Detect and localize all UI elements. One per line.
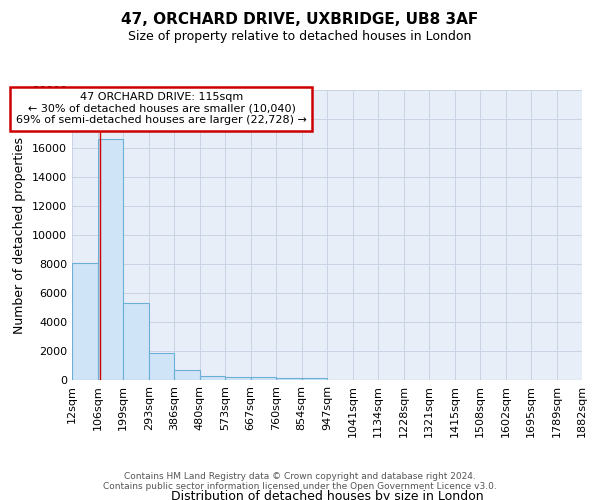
Bar	[276, 378, 302, 380]
Text: 47, ORCHARD DRIVE, UXBRIDGE, UB8 3AF: 47, ORCHARD DRIVE, UXBRIDGE, UB8 3AF	[121, 12, 479, 28]
Bar	[98, 140, 123, 380]
Bar	[200, 376, 225, 380]
Bar	[72, 262, 98, 380]
Y-axis label: Number of detached properties: Number of detached properties	[13, 136, 26, 334]
Text: Contains HM Land Registry data © Crown copyright and database right 2024.: Contains HM Land Registry data © Crown c…	[124, 472, 476, 481]
Bar	[225, 376, 251, 380]
Text: Size of property relative to detached houses in London: Size of property relative to detached ho…	[128, 30, 472, 43]
Bar	[251, 378, 276, 380]
X-axis label: Distribution of detached houses by size in London: Distribution of detached houses by size …	[170, 490, 484, 500]
Text: Contains public sector information licensed under the Open Government Licence v3: Contains public sector information licen…	[103, 482, 497, 491]
Bar	[174, 370, 200, 380]
Text: 47 ORCHARD DRIVE: 115sqm
← 30% of detached houses are smaller (10,040)
69% of se: 47 ORCHARD DRIVE: 115sqm ← 30% of detach…	[16, 92, 307, 126]
Bar	[123, 303, 149, 380]
Bar	[302, 378, 327, 380]
Bar	[149, 353, 174, 380]
